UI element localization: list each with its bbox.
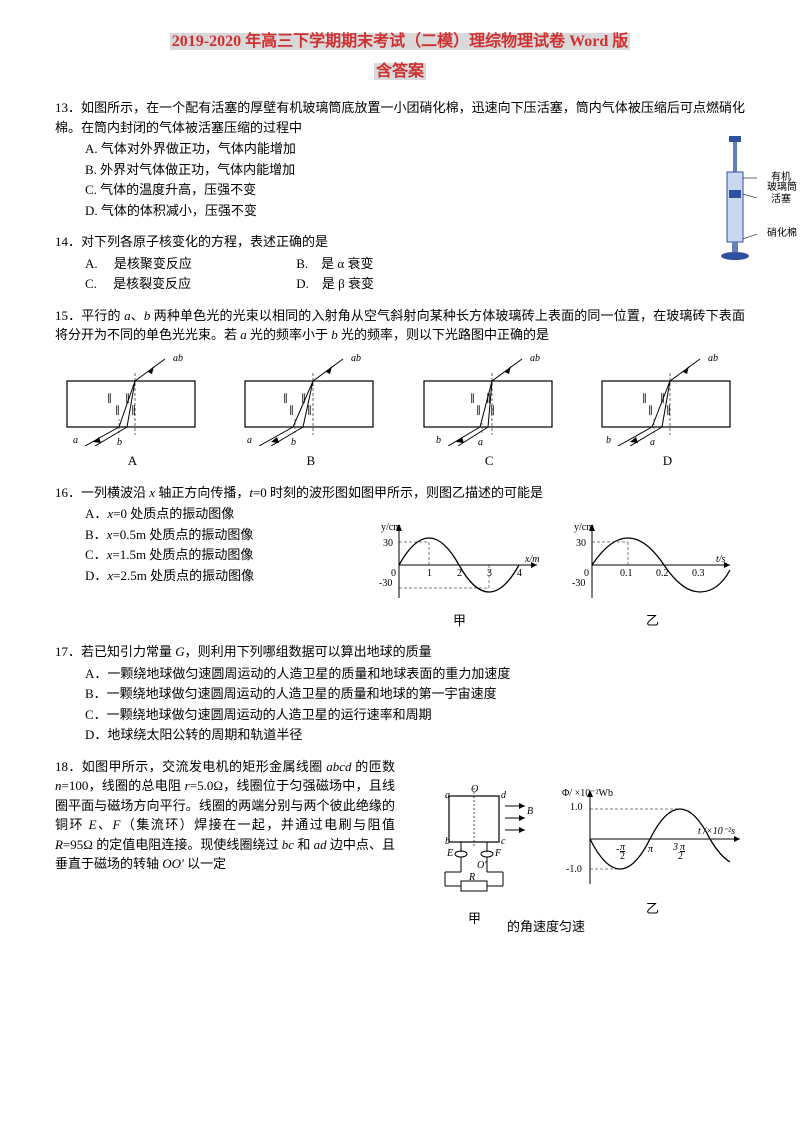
svg-text:∥: ∥ <box>666 405 671 416</box>
svg-text:∥: ∥ <box>301 393 306 404</box>
svg-text:π: π <box>648 844 654 855</box>
svg-text:c: c <box>501 836 506 847</box>
svg-text:a: a <box>650 437 655 446</box>
refraction-diagrams: ab ∥∥ ∥∥ a b A ab <box>55 351 745 471</box>
svg-text:-1.0: -1.0 <box>566 864 582 875</box>
q14-opt-d: D. 是 β 衰变 <box>296 274 374 294</box>
svg-text:F: F <box>494 848 502 859</box>
q13-opt-c: C. 气体的温度升高，压强不变 <box>85 180 745 200</box>
svg-text:x/m: x/m <box>524 554 539 565</box>
svg-text:0: 0 <box>391 568 396 579</box>
q14-opt-b: B. 是 α 衰变 <box>296 254 373 274</box>
svg-text:∥: ∥ <box>131 405 136 416</box>
svg-text:E: E <box>446 848 453 859</box>
question-13: 13．如图所示，在一个配有活塞的厚壁有机玻璃筒底放置一小团硝化棉，迅速向下压活塞… <box>55 98 745 220</box>
page-title: 2019-2020 年高三下学期期末考试（二模）理综物理试卷 Word 版 <box>55 30 745 54</box>
svg-text:∥: ∥ <box>115 405 120 416</box>
svg-text:∥: ∥ <box>125 393 130 404</box>
question-16: 16．一列横波沿 x 轴正方向传播，t=0 时刻的波形图如图甲所示，则图乙描述的… <box>55 483 745 631</box>
svg-text:R: R <box>468 872 475 883</box>
svg-text:y/cm: y/cm <box>574 522 594 533</box>
svg-text:0.1: 0.1 <box>620 568 633 579</box>
svg-text:y/cm: y/cm <box>381 522 401 533</box>
svg-text:B: B <box>527 806 533 817</box>
svg-text:-: - <box>616 844 619 855</box>
svg-text:-30: -30 <box>379 578 392 589</box>
svg-text:∥: ∥ <box>660 393 665 404</box>
svg-text:b: b <box>291 437 296 446</box>
svg-text:b: b <box>445 836 450 847</box>
svg-text:∥: ∥ <box>486 393 491 404</box>
svg-text:∥: ∥ <box>289 405 294 416</box>
svg-text:∥: ∥ <box>470 393 475 404</box>
svg-text:4: 4 <box>517 568 522 579</box>
svg-text:30: 30 <box>576 538 586 549</box>
q14-opt-a: A. 是核聚变反应 <box>85 254 265 274</box>
svg-text:2: 2 <box>620 851 625 862</box>
svg-text:ab: ab <box>351 353 361 364</box>
svg-text:0.3: 0.3 <box>692 568 705 579</box>
svg-text:∥: ∥ <box>283 393 288 404</box>
svg-text:Φ/ ×10⁻²Wb: Φ/ ×10⁻²Wb <box>562 788 613 799</box>
question-14: 14．对下列各原子核变化的方程，表述正确的是 A. 是核聚变反应 B. 是 α … <box>55 232 745 294</box>
svg-text:∥: ∥ <box>490 405 495 416</box>
svg-text:ab: ab <box>173 353 183 364</box>
q13-opt-b: B. 外界对气体做正功，气体内能增加 <box>85 160 745 180</box>
q17-opt-c: C．一颗绕地球做匀速圆周运动的人造卫星的运行速率和周期 <box>85 705 745 725</box>
svg-text:0: 0 <box>584 568 589 579</box>
q13-opt-d: D. 气体的体积减小，压强不变 <box>85 201 745 221</box>
svg-text:ab: ab <box>708 353 718 364</box>
q17-opt-d: D．地球绕太阳公转的周期和轨道半径 <box>85 725 745 745</box>
svg-text:∥: ∥ <box>642 393 647 404</box>
svg-text:a: a <box>445 790 450 801</box>
svg-text:a: a <box>247 435 252 446</box>
svg-text:t/s: t/s <box>716 554 726 565</box>
svg-text:∥: ∥ <box>307 405 312 416</box>
question-17: 17．若已知引力常量 G，则利用下列哪组数据可以算出地球的质量 A．一颗绕地球做… <box>55 642 745 745</box>
q14-opt-c: C. 是核裂变反应 <box>85 274 265 294</box>
q17-opt-a: A．一颗绕地球做匀速圆周运动的人造卫星的质量和地球表面的重力加速度 <box>85 664 745 684</box>
svg-text:d: d <box>501 790 507 801</box>
q17-opt-b: B．一颗绕地球做匀速圆周运动的人造卫星的质量和地球的第一宇宙速度 <box>85 684 745 704</box>
svg-text:2: 2 <box>678 851 683 862</box>
svg-text:a: a <box>73 435 78 446</box>
svg-text:30: 30 <box>383 538 393 549</box>
q13-opt-a: A. 气体对外界做正功，气体内能增加 <box>85 139 745 159</box>
svg-text:1: 1 <box>427 568 432 579</box>
page-subtitle: 含答案 <box>55 60 745 84</box>
svg-text:∥: ∥ <box>476 405 481 416</box>
svg-text:O: O <box>471 784 478 795</box>
question-15: 15．平行的 a、b 两种单色光的光束以相同的入射角从空气斜射向某种长方体玻璃砖… <box>55 306 745 471</box>
question-18: 18．如图甲所示，交流发电机的矩形金属线圈 abcd 的匝数 n=100，线圈的… <box>55 757 745 929</box>
svg-text:∥: ∥ <box>648 405 653 416</box>
svg-text:b: b <box>606 435 611 446</box>
svg-text:b: b <box>436 435 441 446</box>
svg-text:ab: ab <box>530 353 540 364</box>
svg-text:∥: ∥ <box>107 393 112 404</box>
svg-text:1.0: 1.0 <box>570 802 583 813</box>
svg-text:a: a <box>478 437 483 446</box>
svg-text:-30: -30 <box>572 578 585 589</box>
svg-text:3: 3 <box>487 568 492 579</box>
svg-text:O': O' <box>477 860 487 871</box>
svg-text:b: b <box>117 437 122 446</box>
